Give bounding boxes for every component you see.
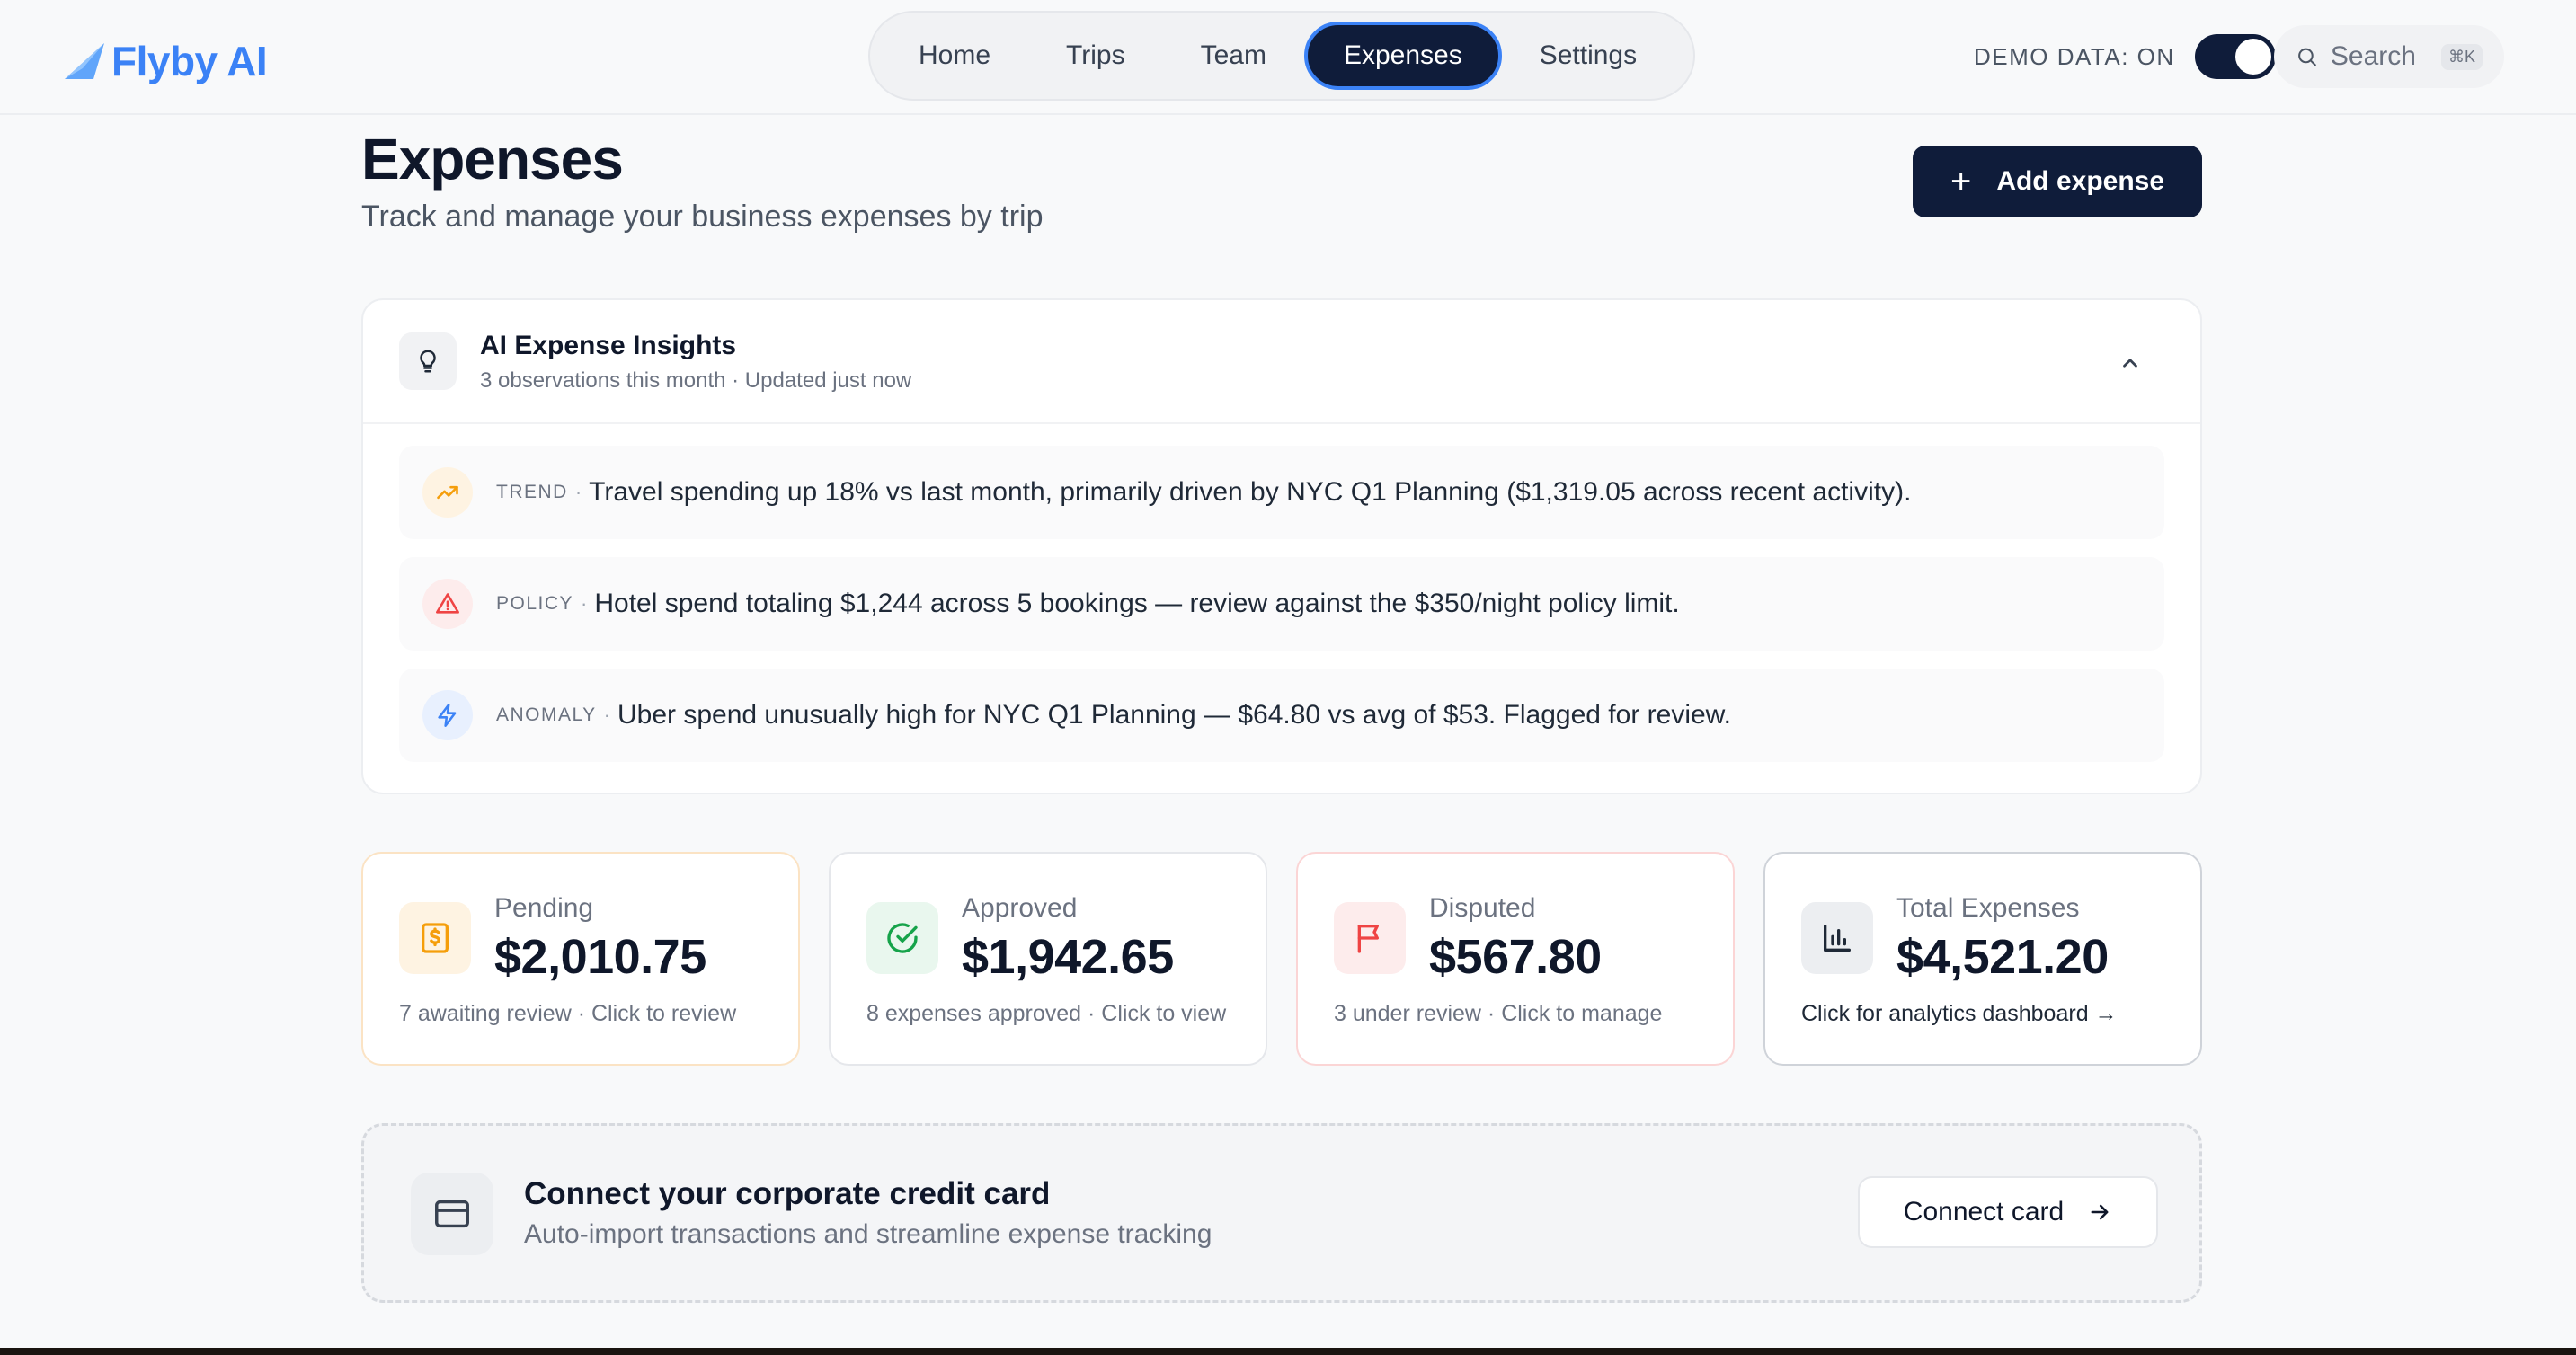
stat-card-pending[interactable]: Pending $2,010.75 7 awaiting review · Cl…: [361, 852, 800, 1066]
stat-card-disputed[interactable]: Disputed $567.80 3 under review · Click …: [1296, 852, 1735, 1066]
plus-icon: +: [1950, 162, 1972, 201]
insight-tag: TREND: [496, 482, 568, 502]
connect-card-banner: Connect your corporate credit card Auto-…: [361, 1123, 2202, 1303]
insight-separator: ·: [581, 592, 588, 615]
toggle-knob: [2234, 39, 2271, 75]
demo-data-control: DEMO DATA: ON: [1974, 34, 2276, 79]
stat-label: Approved: [962, 893, 1078, 923]
stat-value: $1,942.65: [962, 930, 1174, 984]
lightning-icon: [422, 690, 473, 740]
paper-plane-icon: [65, 43, 104, 79]
connect-card-subtitle: Auto-import transactions and streamline …: [524, 1219, 1212, 1249]
search-shortcut: ⌘K: [2440, 43, 2483, 70]
ai-insights-panel: AI Expense Insights 3 observations this …: [361, 298, 2202, 794]
lightbulb-icon: [399, 332, 457, 390]
insight-row-policy: POLICY · Hotel spend totaling $1,244 acr…: [399, 557, 2164, 651]
dollar-document-icon: [399, 902, 471, 974]
warning-icon: [422, 579, 473, 629]
insight-tag: POLICY: [496, 593, 574, 614]
insight-separator: ·: [603, 704, 610, 726]
demo-data-toggle[interactable]: [2194, 34, 2276, 79]
ai-insights-meta: 3 observations this month · Updated just…: [480, 368, 912, 393]
nav-home[interactable]: Home: [919, 40, 991, 70]
search-label: Search: [2330, 41, 2416, 71]
bar-chart-icon: [1801, 902, 1873, 974]
connect-card-button[interactable]: Connect card: [1858, 1176, 2158, 1248]
page-title: Expenses: [361, 127, 624, 191]
connect-card-title: Connect your corporate credit card: [524, 1176, 1051, 1211]
flag-icon: [1334, 902, 1406, 974]
nav-settings[interactable]: Settings: [1539, 40, 1638, 70]
connect-card-button-label: Connect card: [1903, 1197, 2065, 1227]
stat-label: Total Expenses: [1896, 893, 2080, 923]
chevron-up-icon[interactable]: [2114, 347, 2146, 379]
insight-separator: ·: [574, 481, 582, 503]
stat-card-approved[interactable]: Approved $1,942.65 8 expenses approved ·…: [829, 852, 1267, 1066]
check-circle-icon: [866, 902, 938, 974]
insight-text: Travel spending up 18% vs last month, pr…: [589, 477, 1912, 507]
page-subtitle: Track and manage your business expenses …: [361, 199, 1044, 234]
top-bar: Flyby AI Home Trips Team Expenses Settin…: [0, 0, 2576, 115]
demo-data-label: DEMO DATA: ON: [1974, 42, 2175, 70]
ai-insights-title: AI Expense Insights: [480, 331, 737, 360]
add-expense-label: Add expense: [1996, 166, 2165, 196]
insight-row-anomaly: ANOMALY · Uber spend unusually high for …: [399, 669, 2164, 762]
stat-label: Pending: [494, 893, 594, 923]
insight-text: Uber spend unusually high for NYC Q1 Pla…: [617, 700, 1732, 730]
stat-footnote: Click for analytics dashboard →: [1801, 1001, 2118, 1026]
arrow-right-icon: [2091, 1204, 2109, 1220]
nav-expenses[interactable]: Expenses: [1303, 22, 1502, 90]
stat-label: Disputed: [1429, 893, 1536, 923]
trend-up-icon: [422, 467, 473, 518]
stat-footnote: 3 under review · Click to manage: [1334, 1001, 1663, 1026]
stat-card-total[interactable]: Total Expenses $4,521.20 Click for analy…: [1763, 852, 2202, 1066]
bottom-edge: [0, 1348, 2576, 1355]
insight-tag: ANOMALY: [496, 704, 597, 725]
nav-team[interactable]: Team: [1200, 40, 1266, 70]
stat-value: $4,521.20: [1896, 930, 2109, 984]
add-expense-button[interactable]: + Add expense: [1913, 146, 2202, 217]
search-button[interactable]: Search ⌘K: [2274, 25, 2504, 88]
credit-card-icon: [411, 1173, 493, 1255]
stat-value: $2,010.75: [494, 930, 706, 984]
insight-text: Hotel spend totaling $1,244 across 5 boo…: [594, 589, 1680, 618]
brand-name: Flyby AI: [111, 38, 268, 84]
nav-trips[interactable]: Trips: [1066, 40, 1125, 70]
insight-row-trend: TREND · Travel spending up 18% vs last m…: [399, 446, 2164, 539]
stat-value: $567.80: [1429, 930, 1602, 984]
stat-footnote: 7 awaiting review · Click to review: [399, 1001, 737, 1026]
brand-logo[interactable]: Flyby AI: [63, 36, 268, 86]
stat-footnote: 8 expenses approved · Click to view: [866, 1001, 1227, 1026]
search-icon: [2298, 48, 2316, 66]
ai-insights-header[interactable]: AI Expense Insights 3 observations this …: [363, 300, 2200, 424]
main-nav: Home Trips Team Expenses Settings: [868, 11, 1695, 101]
